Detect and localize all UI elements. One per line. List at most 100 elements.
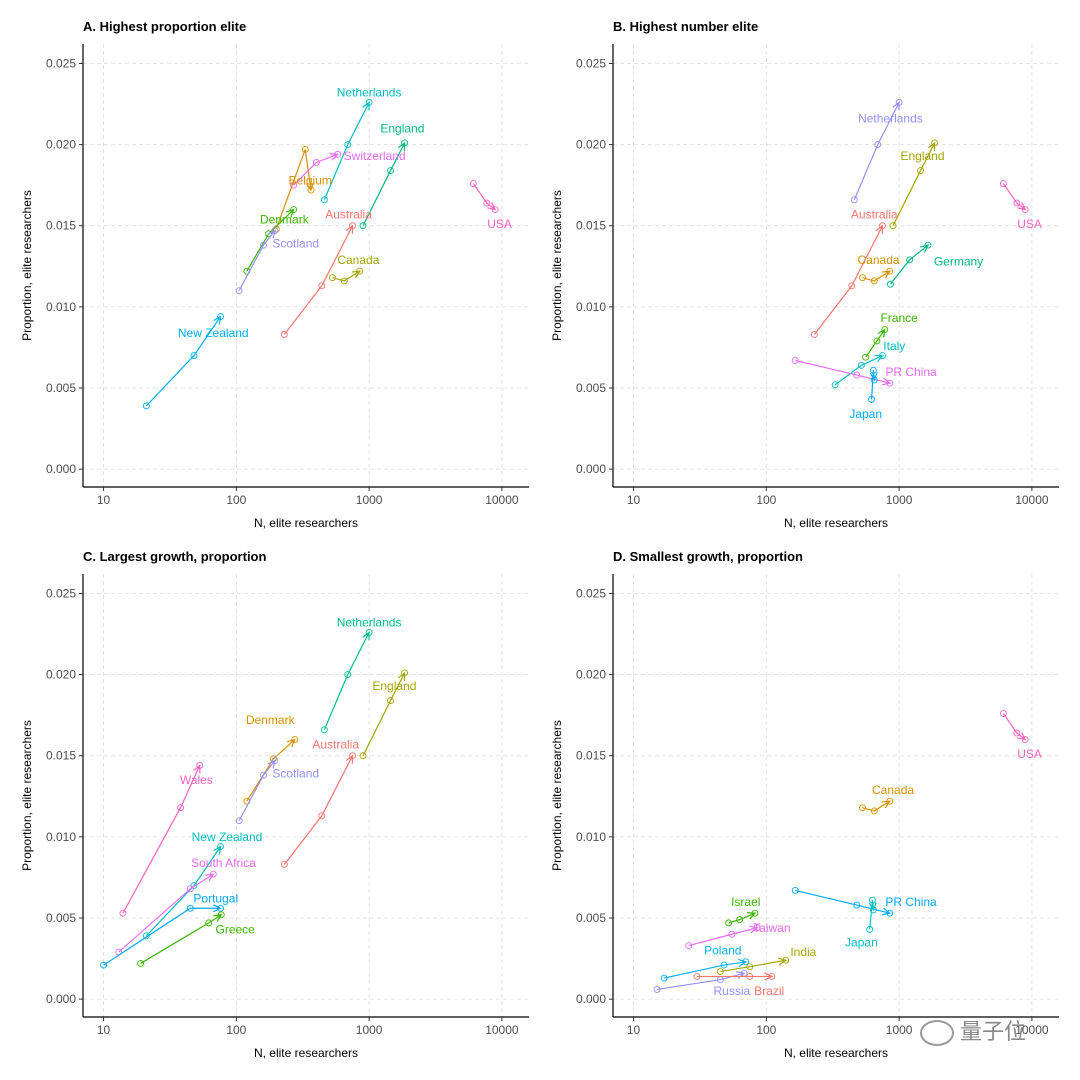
x-tick-label: 10: [97, 1023, 111, 1037]
y-tick-label: 0.000: [576, 992, 606, 1006]
data-point: [217, 904, 224, 912]
series-line: [795, 359, 890, 384]
y-axis-title: Proportion, elite researchers: [20, 720, 34, 871]
series-japan: Japan: [849, 366, 882, 421]
arrow-head: [205, 873, 215, 882]
series-label: Poland: [704, 943, 741, 957]
data-point: [137, 960, 145, 967]
arrow-head: [213, 914, 223, 922]
gridlines: [613, 44, 1059, 487]
series-line: [889, 244, 929, 285]
series-label: Portugal: [193, 892, 238, 906]
data-point: [205, 919, 213, 927]
arrow-head: [777, 957, 788, 966]
data-point: [869, 906, 877, 914]
data-point: [318, 282, 326, 290]
arrow-head: [881, 377, 892, 386]
data-point: [100, 961, 108, 969]
y-axis-title: Proportion, elite researchers: [550, 720, 564, 871]
data-point: [906, 256, 914, 264]
data-point: [653, 985, 661, 993]
data-point: [318, 812, 326, 820]
data-point: [868, 395, 876, 403]
wechat-icon: [920, 1020, 954, 1046]
x-axis-title: N, elite researchers: [254, 516, 358, 530]
panel-title: A. Highest proportion elite: [83, 19, 246, 34]
data-point: [782, 956, 790, 964]
series-line: [853, 102, 900, 201]
series-line: [688, 927, 758, 947]
data-point: [859, 804, 866, 812]
y-tick-label: 0.020: [46, 138, 76, 152]
series-england: England: [359, 121, 424, 230]
series-scotland: Scotland: [235, 227, 319, 295]
data-point: [886, 280, 894, 288]
series-line: [870, 370, 875, 400]
data-point: [1021, 736, 1029, 743]
series-canada: Canada: [859, 783, 914, 815]
y-tick-label: 0.025: [576, 56, 606, 70]
x-tick-label: 10000: [1015, 1023, 1049, 1037]
x-tick-label: 10: [97, 493, 111, 507]
series-india: India: [716, 945, 817, 976]
series-line: [795, 889, 890, 914]
x-axis-title: N, elite researchers: [254, 1046, 358, 1060]
arrow-head: [874, 354, 884, 363]
data-point: [736, 916, 744, 924]
data-point: [301, 146, 309, 153]
arrow-head: [329, 153, 339, 161]
series-australia: Australia: [280, 207, 372, 338]
arrow-head: [397, 671, 406, 681]
series-label: Australia: [851, 207, 898, 221]
data-point: [859, 274, 866, 282]
x-tick-label: 10000: [1015, 493, 1049, 507]
series-label: England: [372, 679, 416, 693]
data-point: [685, 942, 693, 950]
data-point: [469, 180, 477, 188]
gridlines: [83, 44, 529, 487]
arrow-head: [927, 141, 936, 151]
arrow-head: [1017, 732, 1027, 741]
series-label: New Zealand: [192, 830, 263, 844]
arrow-head: [345, 224, 354, 234]
data-point: [320, 196, 328, 204]
y-tick-label: 0.025: [46, 586, 76, 600]
arrow-head: [362, 101, 370, 111]
data-point: [271, 757, 279, 765]
panel-title: B. Highest number elite: [613, 19, 758, 34]
data-point: [886, 909, 894, 917]
data-point: [259, 241, 267, 249]
data-point: [312, 159, 320, 166]
data-point: [290, 206, 298, 213]
series-label: Taiwan: [753, 921, 790, 935]
data-point: [848, 282, 856, 290]
arrow-head: [285, 208, 295, 218]
arrow-head: [868, 902, 877, 912]
data-point: [119, 909, 127, 917]
data-point: [720, 961, 728, 969]
data-point: [344, 671, 352, 679]
series-label: Belgium: [289, 173, 332, 187]
data-point: [344, 141, 352, 149]
series-label: Germany: [934, 254, 983, 268]
arrow-head: [875, 224, 884, 234]
x-tick-label: 1000: [356, 493, 383, 507]
series-france: France: [862, 311, 918, 361]
watermark: 量子位: [920, 1014, 1026, 1046]
y-tick-label: 0.005: [46, 911, 76, 925]
data-point: [924, 241, 932, 249]
y-tick-label: 0.025: [46, 56, 76, 70]
data-point: [359, 222, 367, 230]
series-netherlands: Netherlands: [320, 616, 402, 734]
series-label: Canada: [872, 783, 914, 797]
data-point: [483, 199, 491, 207]
series-new-zealand: New Zealand: [142, 313, 249, 410]
panel-b: B. Highest number elite 10 100 1000 10000 0.0…: [550, 19, 1059, 530]
series-label: Denmark: [246, 713, 296, 727]
data-point: [716, 968, 724, 976]
arrow-head: [286, 738, 296, 748]
arrow-head: [487, 202, 497, 211]
series-line: [103, 907, 221, 966]
y-tick-label: 0.020: [46, 668, 76, 682]
series-label: Netherlands: [337, 616, 402, 630]
